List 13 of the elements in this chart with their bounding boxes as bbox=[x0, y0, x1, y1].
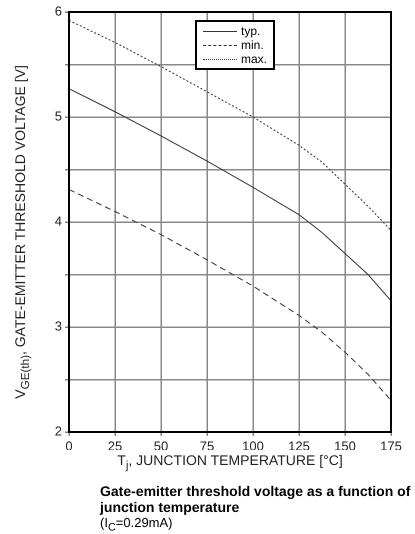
legend-label: max. bbox=[241, 52, 268, 66]
legend-label: typ. bbox=[241, 24, 260, 38]
y-tick-label: 3 bbox=[54, 318, 62, 334]
y-tick-label: 5 bbox=[54, 108, 62, 124]
text: Gate-emitter threshold voltage as a function of junction temperature bbox=[100, 483, 412, 515]
y-tick-label: 4 bbox=[54, 214, 62, 229]
text: (I$_{C}$=0.29mA) bbox=[100, 515, 173, 534]
legend-label: min. bbox=[241, 38, 264, 52]
x-axis-title: T$_{j}$, JUNCTION TEMPERATURE [°C] bbox=[116, 452, 344, 472]
y-tick-label: 2 bbox=[54, 424, 62, 439]
line-series bbox=[69, 20, 391, 231]
y-tick-label: 6 bbox=[54, 4, 62, 19]
line-series bbox=[69, 188, 391, 401]
